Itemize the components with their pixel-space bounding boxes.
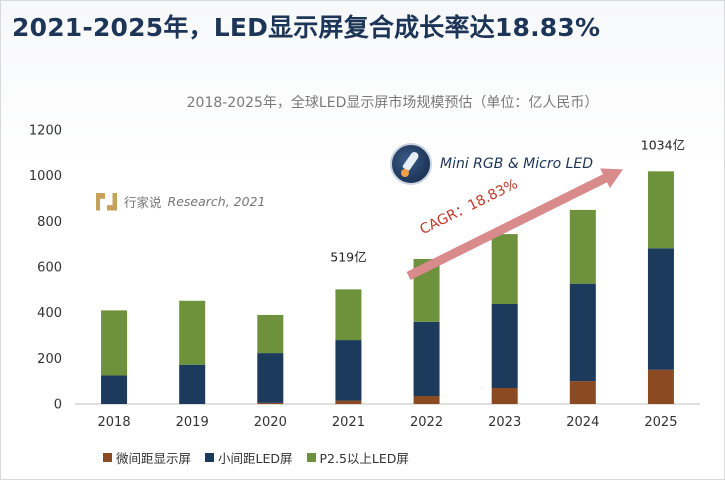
bar-p25-2023: [491, 234, 518, 304]
bar-p25-2019: [179, 300, 206, 365]
y-tick-label: 800: [37, 215, 62, 230]
y-tick-label: 1000: [29, 169, 62, 184]
x-tick-label: 2021: [332, 415, 365, 430]
badge-text: Mini RGB & Micro LED: [440, 156, 594, 172]
tech-badge: Mini RGB & Micro LED: [390, 143, 593, 185]
bar-small-2019: [179, 364, 206, 404]
chart-legend: 微间距显示屏 小间距LED屏 P2.5以上LED屏: [103, 448, 415, 467]
legend-swatch-micro: [103, 453, 112, 462]
x-tick-label: 2019: [176, 415, 209, 430]
research-logo-icon: [96, 192, 118, 211]
rocket-icon: [390, 143, 432, 185]
stacked-bar-chart: 0 200 400 600 800 1000 1200 2018 2019 2020 2021 202…: [29, 124, 700, 430]
x-tick-label: 2025: [644, 415, 677, 430]
legend-label-small: 小间距LED屏: [218, 451, 293, 466]
data-label-2025: 1034亿: [641, 137, 685, 152]
bar-micro-2022: [413, 396, 440, 404]
y-tick-label: 200: [37, 352, 62, 367]
page-title: 2021-2025年，LED显示屏复合成长率达18.83%: [12, 13, 601, 42]
cagr-arrow-head: [600, 168, 623, 189]
bar-micro-2024: [569, 381, 596, 404]
legend-item-small: 小间距LED屏: [205, 448, 293, 467]
y-tick-label: 600: [37, 261, 62, 276]
x-tick-label: 2022: [410, 415, 443, 430]
y-tick-label: 400: [37, 306, 62, 321]
bar-p25-2025: [647, 171, 674, 249]
legend-item-micro: 微间距显示屏: [103, 448, 191, 467]
watermark-source: Research, 2021: [167, 194, 266, 209]
cagr-arrow-shaft: [406, 171, 613, 281]
bar-p25-2021: [335, 289, 362, 341]
y-tick-label: 1200: [29, 124, 62, 139]
bar-small-2023: [491, 303, 518, 389]
bar-small-2021: [335, 340, 362, 401]
bar-micro-2025: [647, 369, 674, 404]
bar-micro-2023: [491, 388, 518, 404]
watermark: 行家说 Research, 2021: [96, 192, 265, 211]
y-tick-label: 0: [54, 398, 62, 413]
legend-label-p25: P2.5以上LED屏: [319, 451, 409, 466]
x-tick-label: 2020: [254, 415, 287, 430]
bar-p25-2020: [257, 314, 284, 354]
bar-small-2020: [257, 353, 284, 403]
x-tick-label: 2024: [566, 415, 599, 430]
bar-small-2018: [101, 375, 128, 404]
legend-swatch-small: [205, 453, 215, 462]
x-tick-label: 2018: [98, 415, 131, 430]
bar-small-2025: [647, 248, 674, 370]
legend-swatch-p25: [306, 453, 316, 462]
legend-item-p25: P2.5以上LED屏: [306, 448, 409, 467]
data-label-2021: 519亿: [330, 249, 366, 264]
bar-small-2022: [413, 321, 440, 397]
chart-title: 2018-2025年，全球LED显示屏市场规模预估（单位：亿人民币）: [186, 95, 599, 111]
bar-micro-2020: [257, 402, 284, 404]
bar-small-2024: [569, 283, 596, 382]
x-tick-label: 2023: [488, 415, 521, 430]
legend-label-micro: 微间距显示屏: [116, 451, 192, 466]
bar-p25-2018: [101, 310, 128, 376]
bar-micro-2021: [335, 400, 362, 404]
watermark-brand: 行家说: [124, 195, 162, 210]
bar-p25-2024: [569, 209, 596, 284]
